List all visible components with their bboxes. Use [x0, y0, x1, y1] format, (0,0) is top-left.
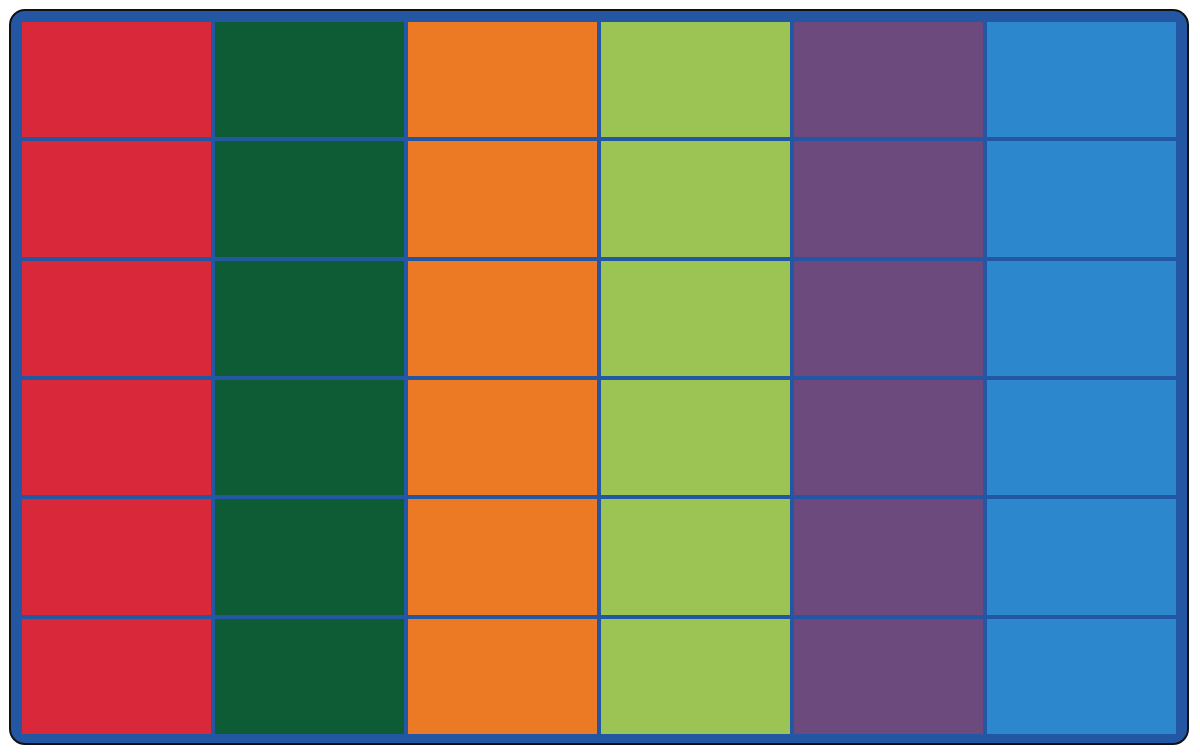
rug-square-green	[215, 618, 404, 734]
rug-square-red	[22, 141, 211, 257]
rug-square-blue	[987, 618, 1176, 734]
rug-square-lime	[601, 22, 790, 138]
rug-square-blue	[987, 260, 1176, 376]
rug-square-lime	[601, 260, 790, 376]
rug-square-orange	[408, 141, 597, 257]
rug-square-red	[22, 22, 211, 138]
rug-square-orange	[408, 22, 597, 138]
rug-square-red	[22, 499, 211, 615]
color-block-rug	[9, 9, 1189, 745]
rug-square-purple	[794, 618, 983, 734]
rug-square-purple	[794, 380, 983, 496]
rug-square-orange	[408, 380, 597, 496]
rug-square-green	[215, 141, 404, 257]
rug-square-green	[215, 260, 404, 376]
rug-square-orange	[408, 499, 597, 615]
rug-square-red	[22, 260, 211, 376]
rug-square-purple	[794, 22, 983, 138]
rug-square-green	[215, 22, 404, 138]
rug-square-purple	[794, 260, 983, 376]
rug-square-blue	[987, 141, 1176, 257]
rug-square-purple	[794, 499, 983, 615]
rug-square-orange	[408, 260, 597, 376]
rug-square-red	[22, 618, 211, 734]
rug-square-lime	[601, 141, 790, 257]
rug-square-red	[22, 380, 211, 496]
rug-square-green	[215, 499, 404, 615]
rug-square-orange	[408, 618, 597, 734]
rug-square-lime	[601, 499, 790, 615]
rug-square-purple	[794, 141, 983, 257]
rug-square-green	[215, 380, 404, 496]
rug-square-lime	[601, 380, 790, 496]
rug-square-blue	[987, 22, 1176, 138]
rug-square-blue	[987, 380, 1176, 496]
rug-square-blue	[987, 499, 1176, 615]
rug-square-lime	[601, 618, 790, 734]
